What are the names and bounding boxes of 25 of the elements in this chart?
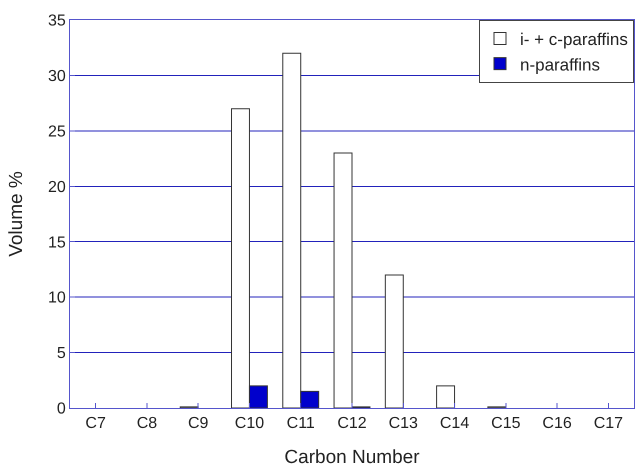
x-tick-label: C13 [388, 415, 418, 432]
y-tick-label: 25 [48, 123, 66, 140]
y-tick-label: 30 [48, 68, 66, 86]
bar [384, 274, 404, 408]
y-tick-label: 15 [48, 234, 66, 252]
y-tick-label: 35 [48, 12, 66, 30]
x-tick-label: C14 [440, 415, 470, 432]
bar [436, 385, 456, 408]
x-tick-label: C17 [594, 415, 624, 432]
legend-label: i- + c-paraffins [520, 30, 628, 50]
y-tick-label: 5 [56, 345, 66, 362]
x-tick-label: C10 [234, 415, 264, 432]
y-tick-label: 10 [48, 290, 66, 307]
x-tick-label: C16 [542, 415, 572, 432]
y-tick-label: 0 [56, 400, 66, 418]
x-tick-label: C7 [85, 415, 106, 432]
x-tick-label: C8 [136, 415, 158, 432]
x-tick-label: C11 [286, 415, 315, 432]
x-tick-label: C12 [337, 415, 367, 432]
legend-label: n-paraffins [520, 55, 600, 74]
y-tick-label: 20 [48, 178, 66, 196]
x-axis-title: Carbon Number [284, 447, 420, 468]
y-axis-title: Volume % [6, 171, 27, 257]
x-tick-label: C15 [491, 415, 521, 432]
x-tick-label: C9 [188, 415, 209, 432]
